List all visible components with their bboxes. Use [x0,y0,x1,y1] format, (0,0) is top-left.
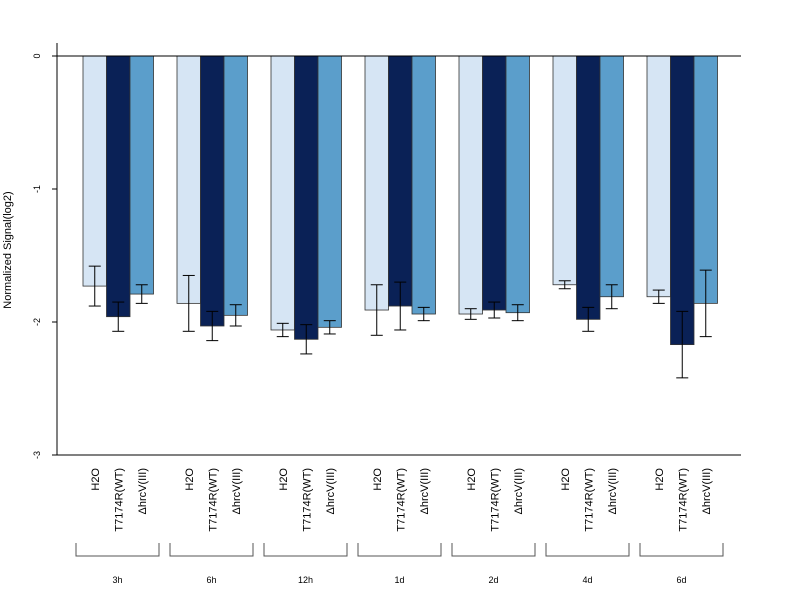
bar [599,55,624,298]
y-tick-label: -3 [32,451,42,459]
bar-label: ΔhrcV(III) [701,468,713,514]
bar [223,55,248,316]
bar [388,55,413,307]
bar-label: H2O [654,468,666,491]
bar-label: ΔhrcV(III) [137,468,149,514]
bar-label: T7174R(WT) [113,468,125,532]
bar-label: H2O [184,468,196,491]
bar [317,55,342,328]
bar-label: T7174R(WT) [489,468,501,532]
bar-label: ΔhrcV(III) [513,468,525,514]
bar-label: T7174R(WT) [583,468,595,532]
bar-label: T7174R(WT) [677,468,689,532]
bar [200,55,225,327]
group-bracket [639,543,724,557]
bar-label: H2O [466,468,478,491]
group-bracket [169,543,254,557]
bars-layer [82,55,718,379]
y-axis-label: Normalized Signal(log2) [2,191,14,308]
group-bracket [357,543,442,557]
bar-label: T7174R(WT) [395,468,407,532]
group-label: 12h [298,575,313,585]
bar [294,55,319,340]
axes-layer: 0 -1 -2 -3 [32,43,741,459]
y-tick-label: -2 [32,318,42,326]
bar-label: H2O [372,468,384,491]
bar [106,55,131,318]
bar [693,55,718,304]
group-label: 6d [676,575,686,585]
bar [129,55,154,295]
bar-label: H2O [90,468,102,491]
bar-label: H2O [278,468,290,491]
bar-label: ΔhrcV(III) [607,468,619,514]
bar-label: ΔhrcV(III) [419,468,431,514]
bar-label: ΔhrcV(III) [231,468,243,514]
bar-label: T7174R(WT) [301,468,313,532]
bar-label: ΔhrcV(III) [325,468,337,514]
group-label: 6h [206,575,216,585]
y-tick-label: -1 [32,185,42,193]
labels-layer: H2O T7174R(WT) ΔhrcV(III) 3h H2O T7174R(WT) Δh… [75,468,724,585]
bar [458,55,483,315]
group-label: 3h [112,575,122,585]
bar [411,55,436,315]
group-label: 2d [488,575,498,585]
group-bracket [75,543,160,557]
group-bracket [545,543,630,557]
bar-label: H2O [560,468,572,491]
group-label: 4d [582,575,592,585]
group-bracket [451,543,536,557]
bar [482,55,507,311]
bar-label: T7174R(WT) [207,468,219,532]
bar [552,55,577,286]
bar [364,55,389,311]
bar [82,55,107,287]
bar [670,55,695,346]
bar [505,55,530,314]
bar [176,55,201,304]
bar [576,55,601,320]
group-label: 1d [394,575,404,585]
y-tick-label: 0 [32,53,42,58]
bar [270,55,295,331]
bar [646,55,671,298]
group-bracket [263,543,348,557]
